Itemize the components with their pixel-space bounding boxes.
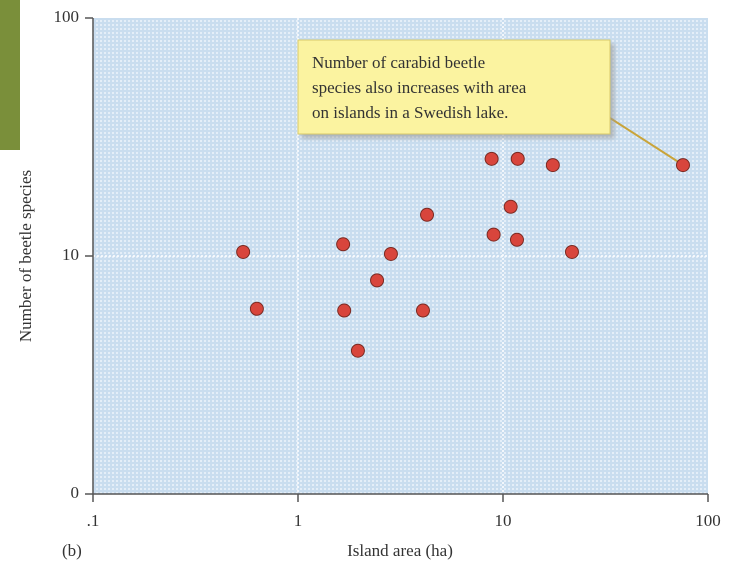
x-axis-label: Island area (ha): [347, 541, 453, 560]
data-point: [350, 343, 365, 358]
x-tick-label: 100: [695, 511, 721, 530]
y-tick-label: 0: [71, 483, 80, 502]
annotation-line: Number of carabid beetle: [312, 53, 485, 72]
data-point: [545, 158, 560, 173]
panel-label: (b): [62, 541, 82, 560]
photo-strip: [0, 0, 20, 150]
data-point: [236, 244, 251, 259]
data-point: [509, 232, 524, 247]
annotation-box: [297, 39, 611, 135]
y-tick-label: 10: [62, 245, 79, 264]
annotation-line: on islands in a Swedish lake.: [312, 103, 508, 122]
data-point: [675, 158, 690, 173]
data-point: [383, 246, 398, 261]
data-point: [510, 151, 525, 166]
data-point: [503, 199, 518, 214]
data-point: [420, 207, 435, 222]
x-tick-label: 1: [294, 511, 303, 530]
data-point: [484, 151, 499, 166]
x-tick-label: 10: [495, 511, 512, 530]
y-axis-label: Number of beetle species: [16, 170, 35, 342]
data-point: [415, 303, 430, 318]
annotation-leader: [609, 117, 681, 164]
annotation-line: species also increases with area: [312, 78, 527, 97]
data-point: [249, 301, 264, 316]
data-point: [337, 303, 352, 318]
y-tick-label: 100: [54, 7, 80, 26]
data-point: [564, 244, 579, 259]
x-tick-label: .1: [87, 511, 100, 530]
data-point: [336, 237, 351, 252]
data-point: [370, 273, 385, 288]
data-point: [486, 227, 501, 242]
